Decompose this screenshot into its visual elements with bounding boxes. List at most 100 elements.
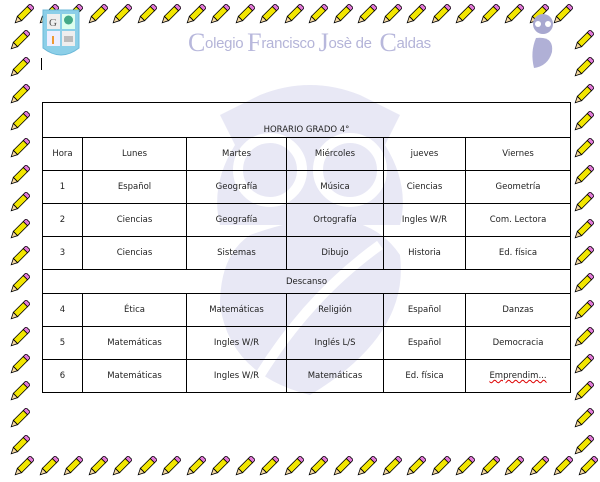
pencil-icon — [572, 218, 595, 241]
pencil-icon — [8, 83, 31, 106]
school-name: Colegio Francisco Josè de Caldas — [188, 28, 431, 58]
table-cell: Geografía — [186, 203, 287, 237]
pencil-icon — [8, 191, 31, 214]
table-cell: Matemáticas — [286, 359, 384, 393]
pencil-icon — [453, 455, 476, 478]
pencil-icon — [184, 455, 207, 478]
table-cell: Música — [286, 170, 384, 204]
school-shield-logo-icon: G — [42, 9, 80, 56]
table-cell: 5 — [42, 326, 83, 360]
pencil-icon — [572, 56, 595, 79]
pencil-icon — [8, 380, 31, 403]
pencil-icon — [527, 455, 550, 478]
pencil-icon — [453, 3, 476, 26]
header-row: Hora Lunes Martes Miércoles jueves Viernes — [42, 137, 572, 171]
pencil-icon — [110, 3, 133, 26]
pencil-icon — [306, 455, 329, 478]
table-cell: Dibujo — [286, 236, 384, 270]
pencil-icon — [576, 455, 599, 478]
school-name-part: rancisco — [261, 35, 319, 52]
school-name-initial: J — [318, 28, 329, 57]
pencil-icon — [257, 3, 280, 26]
school-name-part: osè de — [328, 35, 380, 52]
table-cell: Martes — [186, 137, 287, 171]
pencil-icon — [572, 434, 595, 457]
title-row: HORARIO GRADO 4° — [41, 102, 572, 138]
pencil-icon — [331, 3, 354, 26]
svg-text:G: G — [49, 17, 57, 29]
pencil-icon — [572, 353, 595, 376]
pencil-icon — [502, 455, 525, 478]
pencil-icon — [110, 455, 133, 478]
pencil-icon — [572, 326, 595, 349]
pencil-icon — [429, 3, 452, 26]
table-row: 1 Español Geografía Música Ciencias Geometría — [42, 170, 572, 204]
table-row: 2 Ciencias Geografía Ortografía Ingles W/R Co… — [42, 203, 572, 237]
table-cell: Danzas — [464, 293, 572, 327]
school-name-part: aldas — [396, 35, 432, 52]
pencil-icon — [380, 3, 403, 26]
pencil-icon — [572, 191, 595, 214]
pencil-icon — [572, 83, 595, 106]
table-cell: Español — [383, 326, 466, 360]
pencil-icon — [572, 164, 595, 187]
school-name-part: olegio — [205, 35, 248, 52]
pencil-icon — [8, 245, 31, 268]
break-label: Descanso — [41, 269, 572, 294]
table-cell: Ciencias — [82, 236, 187, 270]
pencil-icon — [8, 434, 31, 457]
pencil-icon — [380, 455, 403, 478]
table-cell: Hora — [42, 137, 83, 171]
owl-logo-icon — [532, 14, 553, 68]
pencil-icon — [208, 3, 231, 26]
pencil-icon — [8, 272, 31, 295]
pencil-icon — [282, 455, 305, 478]
pencil-icon — [61, 455, 84, 478]
pencil-icon — [135, 3, 158, 26]
table-cell: Democracia — [464, 326, 572, 360]
table-cell: Ética — [82, 293, 187, 327]
table-cell: Miércoles — [286, 137, 384, 171]
table-cell: Matemáticas — [186, 293, 287, 327]
pencil-icon — [572, 407, 595, 430]
pencil-icon — [478, 3, 501, 26]
pencil-icon — [184, 3, 207, 26]
table-cell: Com. Lectora — [464, 203, 572, 237]
pencil-icon — [8, 164, 31, 187]
pencil-icon — [86, 455, 109, 478]
table-cell: Religión — [286, 293, 384, 327]
pencil-icon — [551, 3, 574, 26]
pencil-icon — [404, 455, 427, 478]
table-cell: Sistemas — [186, 236, 287, 270]
table-cell: 3 — [42, 236, 83, 270]
pencil-icon — [572, 380, 595, 403]
pencil-icon — [355, 455, 378, 478]
schedule-table: HORARIO GRADO 4° Hora Lunes Martes Miércole… — [41, 102, 572, 393]
table-cell: Ingles W/R — [383, 203, 466, 237]
pencil-icon — [572, 137, 595, 160]
table-cell: Matemáticas — [82, 359, 187, 393]
school-name-initial: C — [188, 28, 206, 57]
table-cell: Inglés L/S — [286, 326, 384, 360]
table-cell: Ed. física — [464, 236, 572, 270]
pencil-icon — [233, 455, 256, 478]
pencil-icon — [257, 455, 280, 478]
pencil-icon — [8, 299, 31, 322]
pencil-icon — [572, 272, 595, 295]
school-name-initial: C — [379, 28, 397, 57]
pencil-icon — [8, 137, 31, 160]
table-cell: 1 — [42, 170, 83, 204]
pencil-icon — [331, 455, 354, 478]
schedule-title: HORARIO GRADO 4° — [41, 102, 572, 138]
table-cell: Español — [82, 170, 187, 204]
table-cell: Ed. física — [383, 359, 466, 393]
table-cell: 6 — [42, 359, 83, 393]
pencil-icon — [502, 3, 525, 26]
pencil-icon — [159, 3, 182, 26]
pencil-icon — [208, 455, 231, 478]
table-row: 3 Ciencias Sistemas Dibujo Historia Ed. físic… — [42, 236, 572, 270]
pencil-icon — [135, 455, 158, 478]
pencil-icon — [429, 455, 452, 478]
table-cell: Matemáticas — [82, 326, 187, 360]
